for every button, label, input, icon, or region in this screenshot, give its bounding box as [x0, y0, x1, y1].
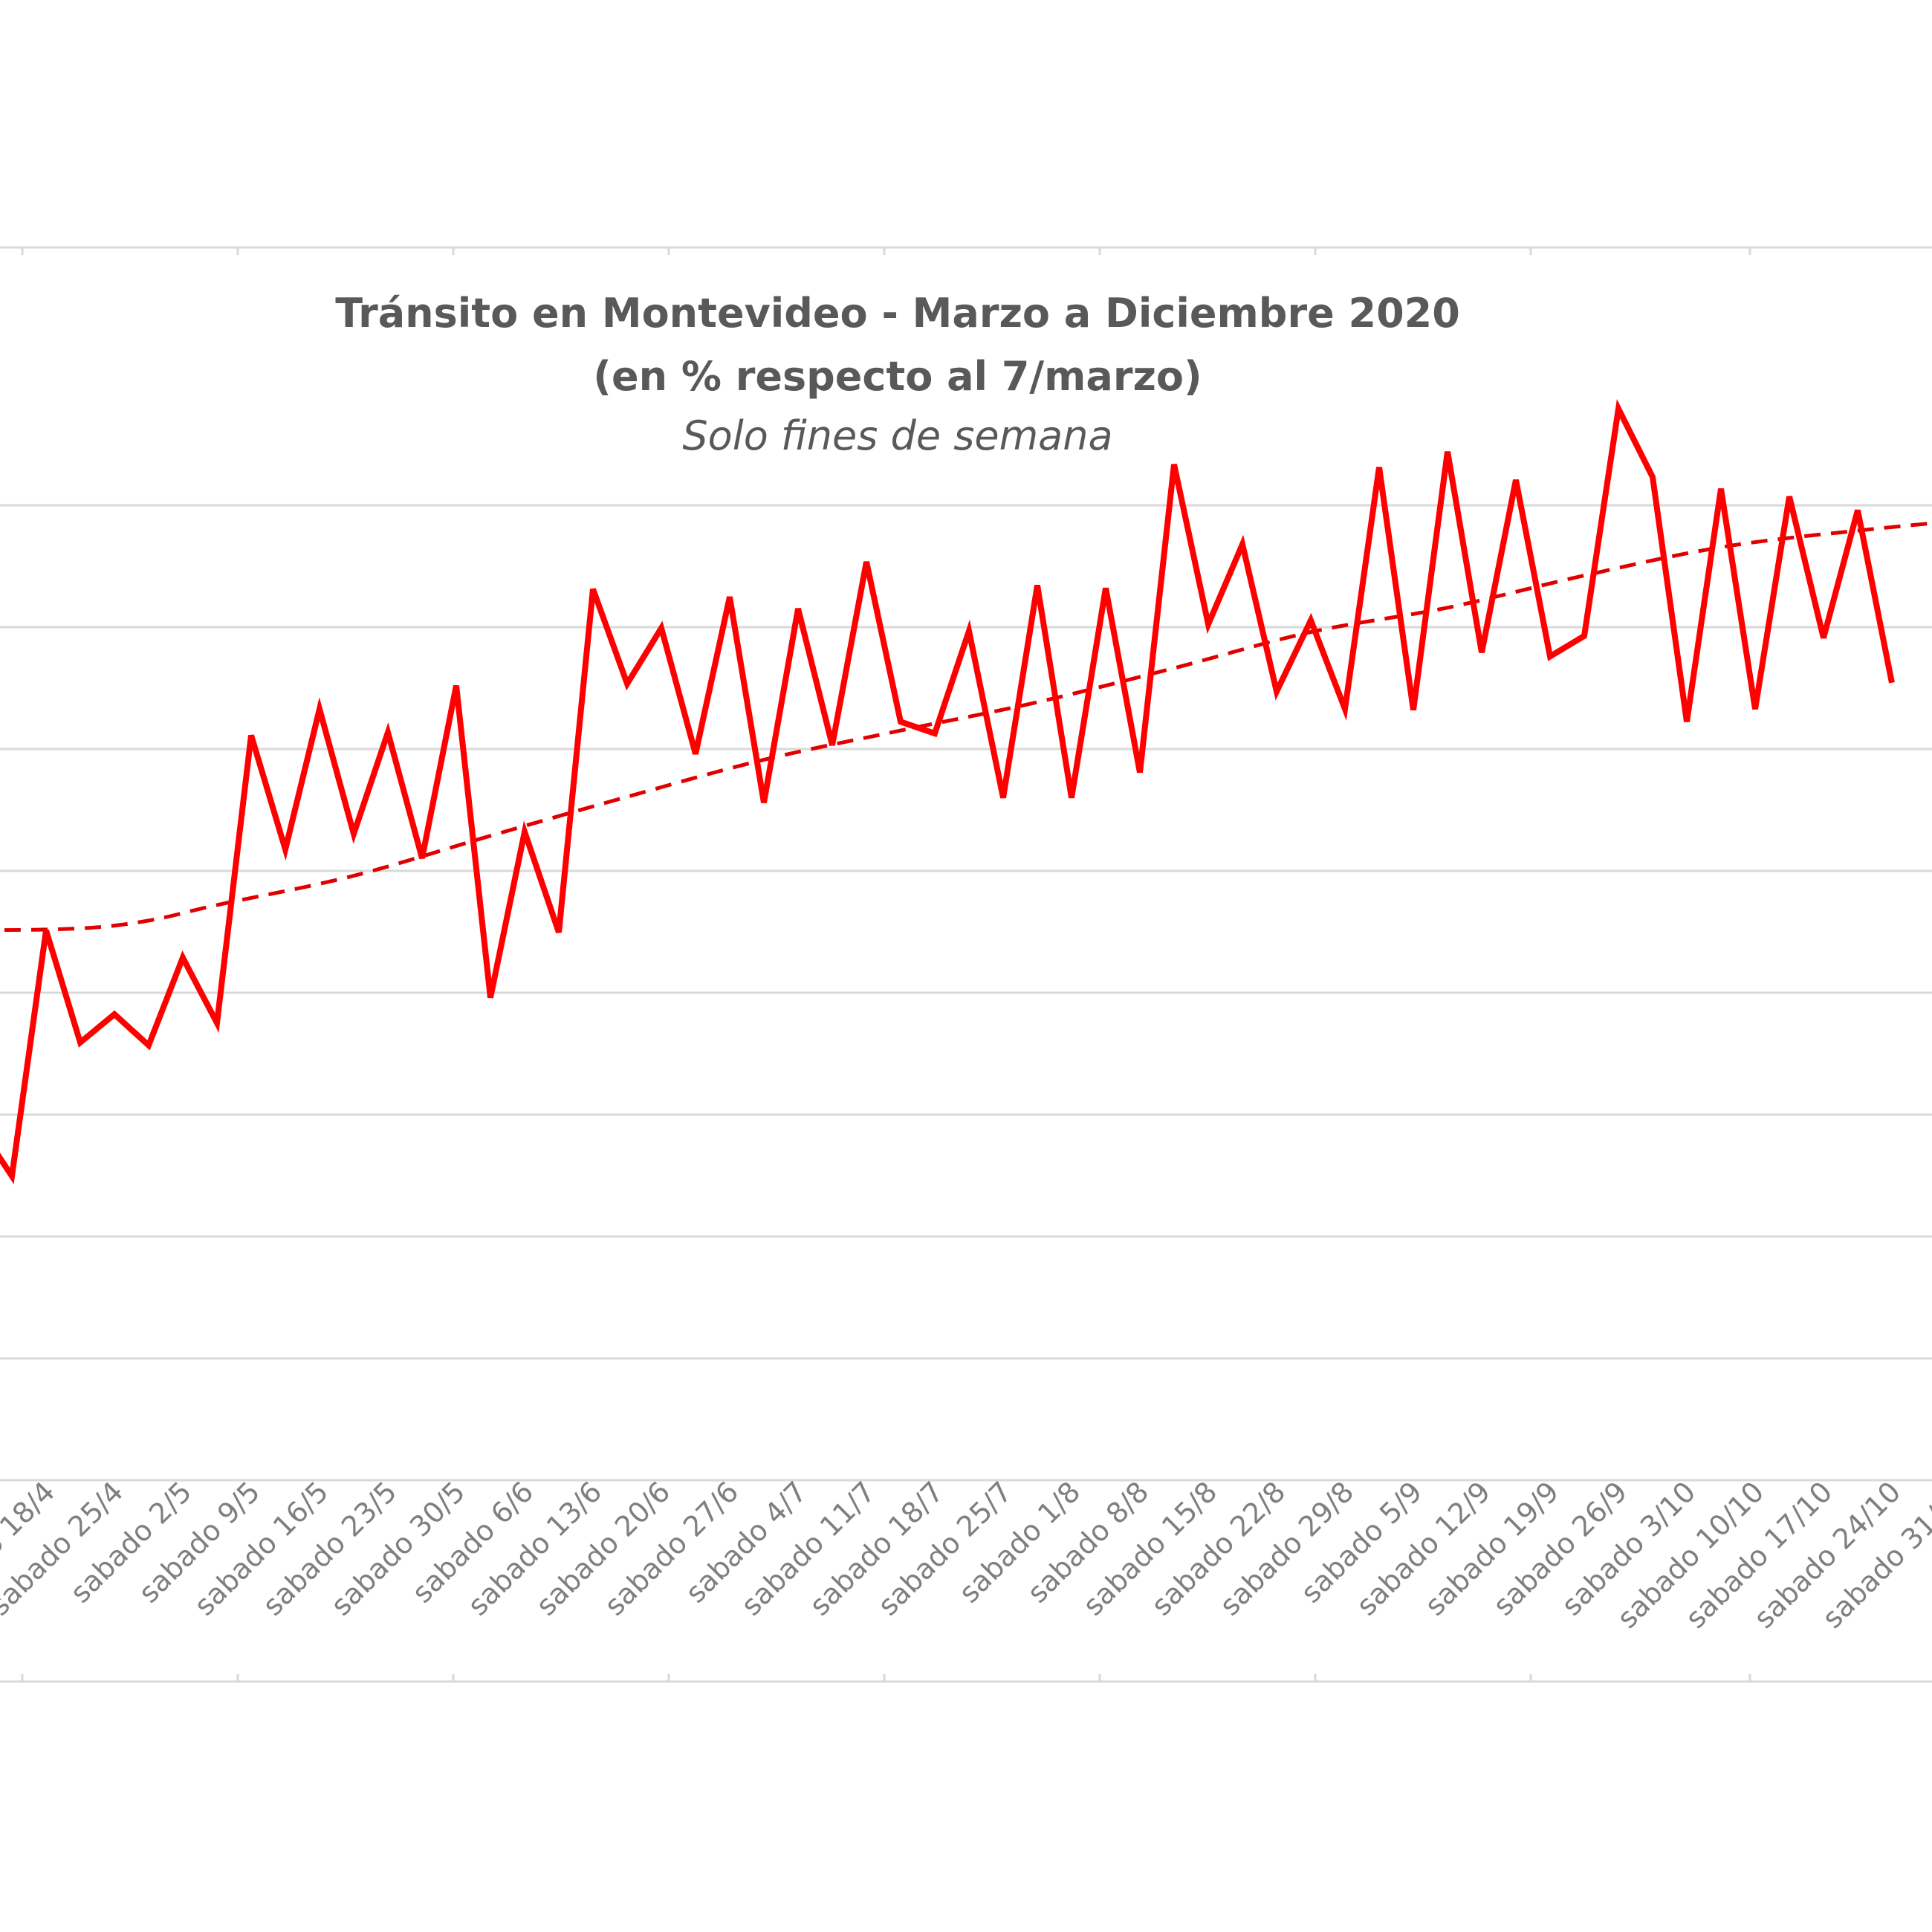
trend-layer: [0, 521, 1932, 933]
chart-subtitle: (en % respecto al 7/marzo): [593, 353, 1202, 400]
series-line: [0, 399, 1895, 1184]
chart-title: Tránsito en Montevideo - Marzo a Diciemb…: [335, 290, 1460, 337]
series-layer: [0, 399, 1895, 1184]
chart-subtitle-italic: Solo fines de semana: [682, 412, 1112, 459]
frame-ticks: [21, 247, 1751, 1682]
trend-line: [0, 521, 1932, 933]
gridlines: [0, 504, 1932, 1482]
